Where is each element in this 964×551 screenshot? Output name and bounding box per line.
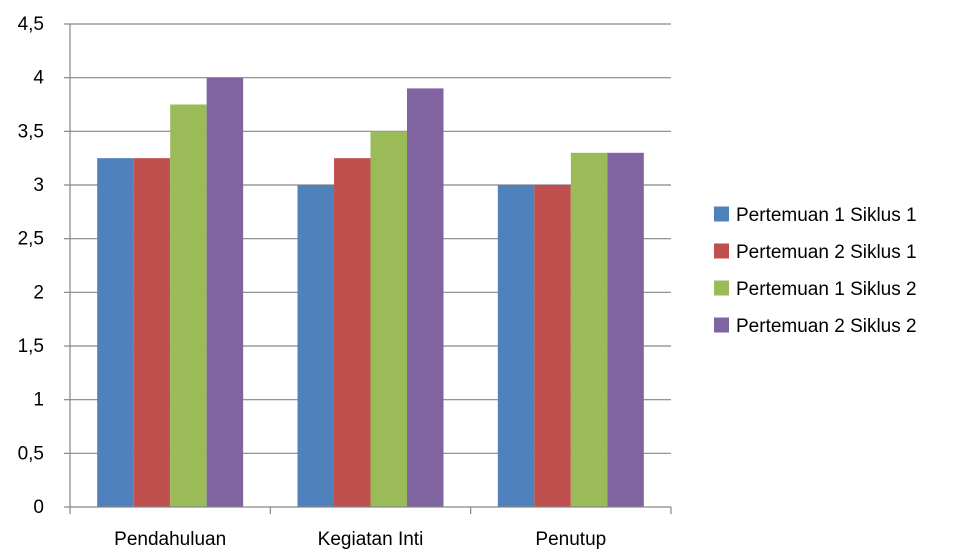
bar	[297, 185, 334, 507]
bar	[133, 158, 171, 507]
bar	[97, 158, 134, 507]
legend-swatch	[714, 317, 729, 333]
axes	[64, 23, 672, 514]
y-tick-label: 3,5	[18, 121, 44, 142]
legend-swatch	[714, 206, 729, 222]
legend: Pertemuan 1 Siklus 1 Pertemuan 2 Siklus 1…	[714, 205, 917, 337]
bar	[407, 88, 444, 508]
y-tick-label: 2,5	[18, 229, 44, 250]
x-axis-category-labels: Pendahuluan Kegiatan Inti Penutup	[114, 529, 606, 550]
legend-label: Pertemuan 1 Siklus 2	[736, 279, 917, 300]
x-category-label: Kegiatan Inti	[318, 529, 424, 550]
y-tick-label: 0,5	[18, 443, 44, 464]
bar	[607, 152, 644, 508]
bars	[97, 77, 644, 508]
y-tick-label: 1	[33, 390, 44, 411]
x-category-label: Pendahuluan	[114, 529, 226, 550]
bar	[370, 131, 407, 508]
legend-label: Pertemuan 2 Siklus 2	[736, 316, 917, 337]
legend-label: Pertemuan 1 Siklus 1	[736, 205, 917, 226]
legend-swatch	[714, 280, 729, 296]
y-tick-label: 2	[33, 282, 44, 303]
bar	[206, 77, 244, 508]
bar	[170, 104, 207, 507]
legend-swatch	[714, 243, 729, 259]
x-category-label: Penutup	[535, 529, 606, 550]
bar	[334, 158, 371, 507]
y-tick-label: 4	[33, 68, 44, 89]
y-axis-tick-labels: 0 0,5 1 1,5 2 2,5 3 3,5 4 4,5	[18, 14, 45, 518]
bar	[534, 185, 571, 507]
legend-label: Pertemuan 2 Siklus 1	[736, 242, 917, 263]
y-tick-label: 0	[33, 497, 44, 518]
bar	[570, 152, 608, 508]
y-tick-label: 1,5	[18, 336, 44, 357]
y-tick-label: 3	[33, 175, 44, 196]
bar	[497, 185, 535, 507]
y-tick-label: 4,5	[18, 14, 44, 35]
